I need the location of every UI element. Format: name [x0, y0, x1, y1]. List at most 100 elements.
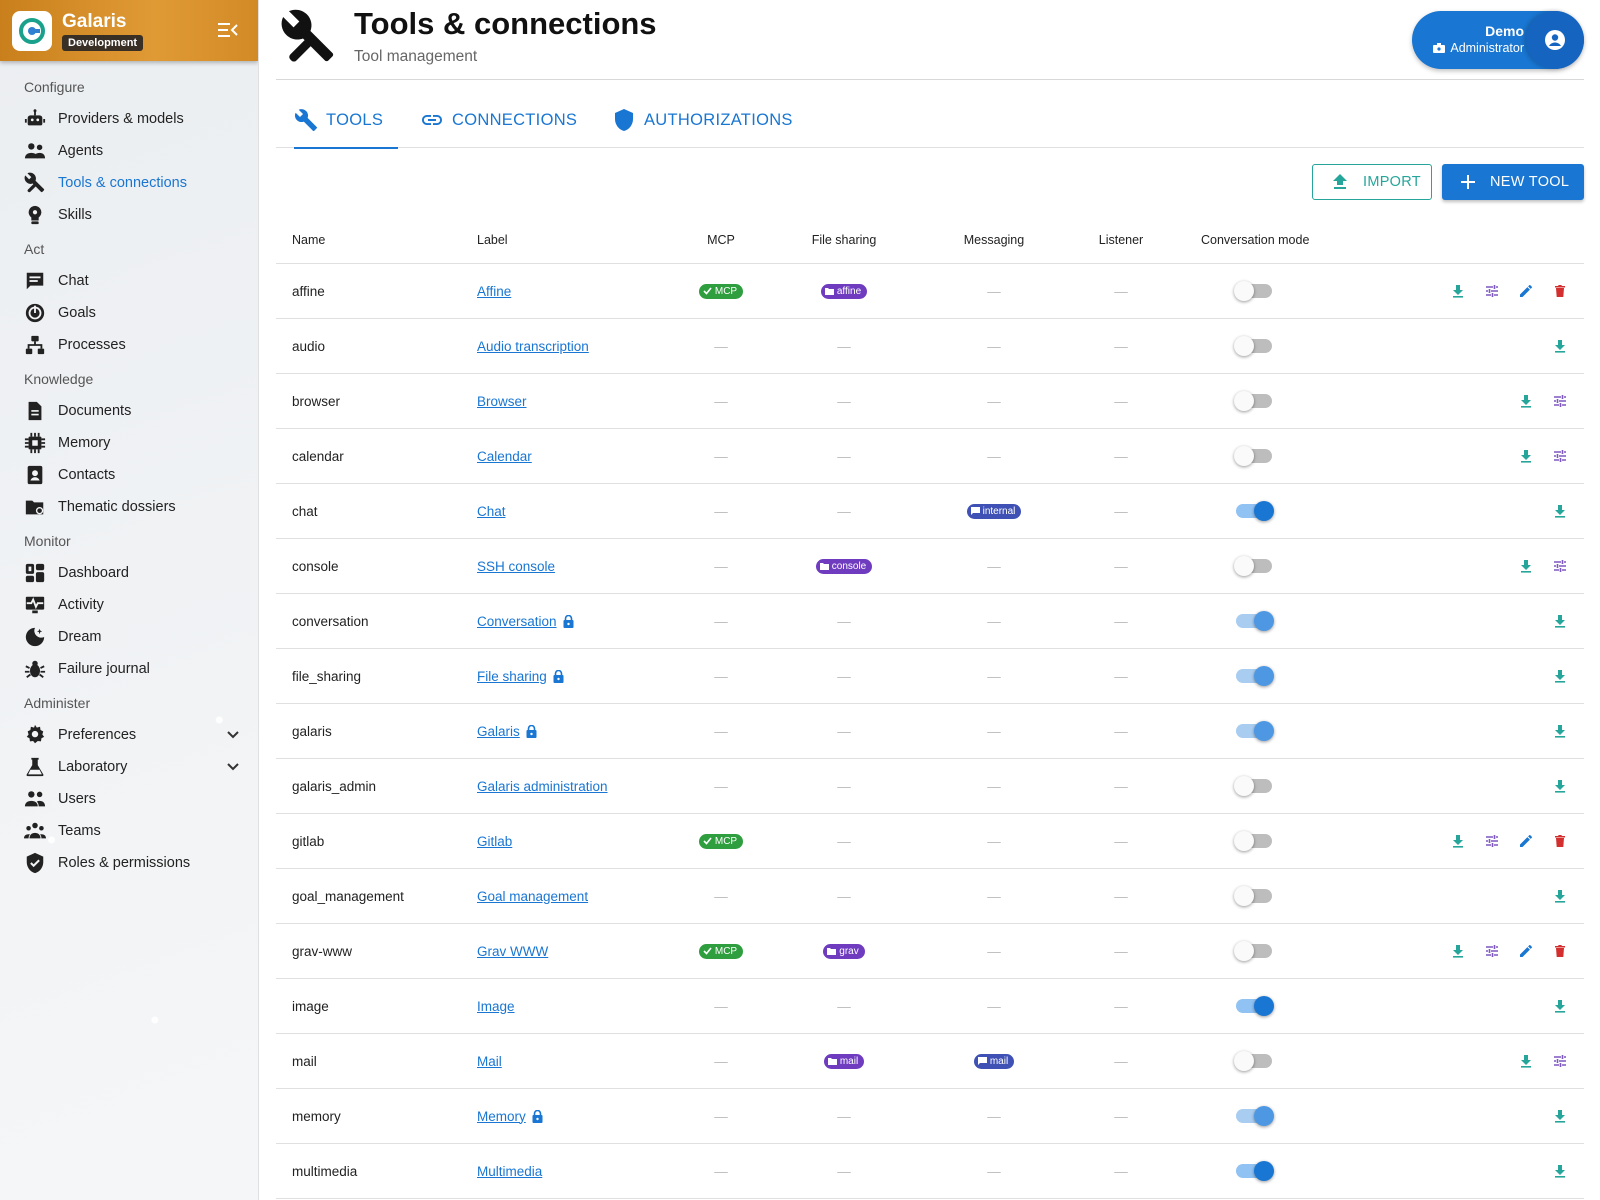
conversation-mode-toggle[interactable] [1236, 721, 1274, 741]
column-header-label[interactable]: Label [477, 232, 508, 247]
conversation-mode-toggle[interactable] [1234, 391, 1272, 411]
column-header-file-sharing[interactable]: File sharing [811, 232, 877, 247]
conversation-mode-toggle[interactable] [1234, 446, 1272, 466]
sidebar-item-tools-and-connections[interactable]: Tools & connections [0, 167, 258, 199]
tab-connections[interactable]: CONNECTIONS [420, 92, 577, 148]
edit-icon[interactable] [1518, 283, 1534, 299]
app-logo[interactable] [12, 10, 52, 51]
tool-label-link[interactable]: Gitlab [477, 833, 513, 849]
edit-icon[interactable] [1518, 833, 1534, 849]
download-icon[interactable] [1518, 1053, 1534, 1069]
new-tool-button[interactable]: NEW TOOL [1442, 164, 1584, 200]
download-icon[interactable] [1450, 943, 1466, 959]
tool-label-link[interactable]: Goal management [477, 888, 589, 904]
settings-icon[interactable] [1552, 1053, 1568, 1069]
sidebar-item-failure-journal[interactable]: Failure journal [0, 653, 258, 685]
sidebar-item-laboratory[interactable]: Laboratory [0, 751, 258, 783]
chevron-down-icon[interactable] [226, 760, 240, 776]
settings-icon[interactable] [1552, 393, 1568, 409]
sidebar-item-providers-and-models[interactable]: Providers & models [0, 103, 258, 135]
download-icon[interactable] [1552, 1108, 1568, 1124]
chevron-down-icon[interactable] [226, 728, 240, 744]
sidebar-item-dream[interactable]: Dream [0, 621, 258, 653]
tool-label-link[interactable]: SSH console [477, 558, 556, 574]
tab-tools[interactable]: TOOLS [294, 92, 398, 149]
conversation-mode-toggle[interactable] [1234, 336, 1272, 356]
delete-icon[interactable] [1552, 943, 1568, 959]
column-header-mcp[interactable]: MCP [707, 232, 735, 247]
download-icon[interactable] [1518, 448, 1534, 464]
conversation-mode-toggle[interactable] [1236, 666, 1274, 686]
download-icon[interactable] [1552, 888, 1568, 904]
tool-label-link[interactable]: Image [477, 998, 515, 1014]
tool-label-link[interactable]: Multimedia [477, 1163, 543, 1179]
download-icon[interactable] [1552, 778, 1568, 794]
download-icon[interactable] [1450, 833, 1466, 849]
tool-label-link[interactable]: Galaris administration [477, 778, 608, 794]
tool-label-link[interactable]: Memory [477, 1108, 526, 1124]
conversation-mode-toggle[interactable] [1236, 996, 1274, 1016]
sidebar-item-goals[interactable]: Goals [0, 297, 258, 329]
download-icon[interactable] [1552, 613, 1568, 629]
conversation-mode-toggle[interactable] [1234, 831, 1272, 851]
settings-icon[interactable] [1484, 283, 1500, 299]
conversation-mode-toggle[interactable] [1234, 941, 1272, 961]
download-icon[interactable] [1552, 338, 1568, 354]
download-icon[interactable] [1552, 1163, 1568, 1179]
sidebar-item-processes[interactable]: Processes [0, 329, 258, 361]
tab-authorizations[interactable]: AUTHORIZATIONS [612, 92, 793, 148]
sidebar-item-dashboard[interactable]: Dashboard [0, 557, 258, 589]
sidebar-item-preferences[interactable]: Preferences [0, 719, 258, 751]
download-icon[interactable] [1552, 668, 1568, 684]
conversation-mode-toggle[interactable] [1236, 1106, 1274, 1126]
sidebar-item-teams[interactable]: Teams [0, 815, 258, 847]
conversation-mode-toggle[interactable] [1234, 886, 1272, 906]
conversation-mode-toggle[interactable] [1236, 611, 1274, 631]
download-icon[interactable] [1518, 558, 1534, 574]
avatar[interactable] [1526, 11, 1584, 69]
tool-label-link[interactable]: Affine [477, 283, 512, 299]
sidebar-item-documents[interactable]: Documents [0, 395, 258, 427]
conversation-mode-toggle[interactable] [1234, 281, 1272, 301]
tool-label-link[interactable]: Calendar [477, 448, 532, 464]
edit-icon[interactable] [1518, 943, 1534, 959]
sidebar-item-thematic-dossiers[interactable]: Thematic dossiers [0, 491, 258, 523]
collapse-menu-icon[interactable] [218, 22, 238, 38]
conversation-mode-toggle[interactable] [1236, 1161, 1274, 1181]
conversation-mode-toggle[interactable] [1234, 556, 1272, 576]
download-icon[interactable] [1552, 998, 1568, 1014]
tool-label-link[interactable]: Mail [477, 1053, 502, 1069]
tool-label-link[interactable]: File sharing [477, 668, 547, 684]
settings-icon[interactable] [1552, 558, 1568, 574]
sidebar-item-agents[interactable]: Agents [0, 135, 258, 167]
tool-label-link[interactable]: Galaris [477, 723, 520, 739]
settings-icon[interactable] [1484, 943, 1500, 959]
sidebar-item-activity[interactable]: Activity [0, 589, 258, 621]
delete-icon[interactable] [1552, 833, 1568, 849]
download-icon[interactable] [1518, 393, 1534, 409]
column-header-name[interactable]: Name [292, 232, 326, 247]
download-icon[interactable] [1450, 283, 1466, 299]
download-icon[interactable] [1552, 723, 1568, 739]
sidebar-item-roles-and-permissions[interactable]: Roles & permissions [0, 847, 258, 879]
sidebar-item-skills[interactable]: Skills [0, 199, 258, 231]
sidebar-item-contacts[interactable]: Contacts [0, 459, 258, 491]
user-menu-button[interactable]: Demo Administrator [1412, 11, 1584, 69]
tool-label-link[interactable]: Chat [477, 503, 506, 519]
sidebar-item-users[interactable]: Users [0, 783, 258, 815]
tool-label-link[interactable]: Browser [477, 393, 527, 409]
column-header-listener[interactable]: Listener [1098, 232, 1144, 247]
import-button[interactable]: IMPORT [1312, 164, 1432, 200]
download-icon[interactable] [1552, 503, 1568, 519]
settings-icon[interactable] [1552, 448, 1568, 464]
tool-label-link[interactable]: Grav WWW [477, 943, 549, 959]
conversation-mode-toggle[interactable] [1236, 501, 1274, 521]
column-header-messaging[interactable]: Messaging [963, 232, 1025, 247]
column-header-conversation-mode[interactable]: Conversation mode [1201, 232, 1310, 247]
tool-label-link[interactable]: Conversation [477, 613, 557, 629]
sidebar-item-memory[interactable]: Memory [0, 427, 258, 459]
conversation-mode-toggle[interactable] [1234, 1051, 1272, 1071]
conversation-mode-toggle[interactable] [1234, 776, 1272, 796]
tool-label-link[interactable]: Audio transcription [477, 338, 589, 354]
sidebar-item-chat[interactable]: Chat [0, 265, 258, 297]
